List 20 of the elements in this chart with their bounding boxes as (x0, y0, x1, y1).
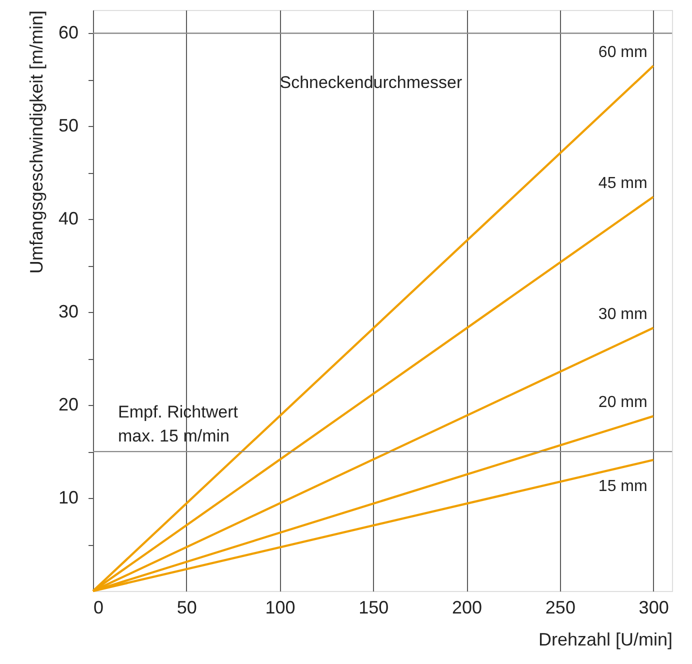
x-axis-title: Drehzahl [U/min] (538, 630, 672, 650)
x-tick-label: 50 (176, 598, 197, 618)
series-label: 15 mm (598, 478, 648, 495)
series-label: 45 mm (598, 174, 648, 192)
x-tick-label: 250 (545, 598, 576, 618)
series-label: 30 mm (598, 306, 648, 323)
x-tick-label: 0 (94, 598, 104, 618)
series-label: 60 mm (598, 44, 648, 61)
y-tick-label: 10 (58, 488, 78, 508)
series-label: 20 mm (598, 394, 648, 412)
y-tick-label: 30 (58, 302, 78, 322)
x-tick-label: 300 (638, 598, 669, 618)
x-tick-label: 100 (265, 598, 296, 618)
y-tick-label: 60 (58, 22, 78, 43)
x-tick-label: 150 (358, 598, 389, 618)
y-axis-title: Umfangsgeschwindigkeit [m/min] (26, 10, 46, 274)
y-tick-label: 40 (58, 208, 78, 229)
x-tick-label: 200 (452, 598, 482, 618)
y-tick-label: 50 (58, 116, 78, 136)
y-tick-label: 20 (58, 394, 78, 415)
